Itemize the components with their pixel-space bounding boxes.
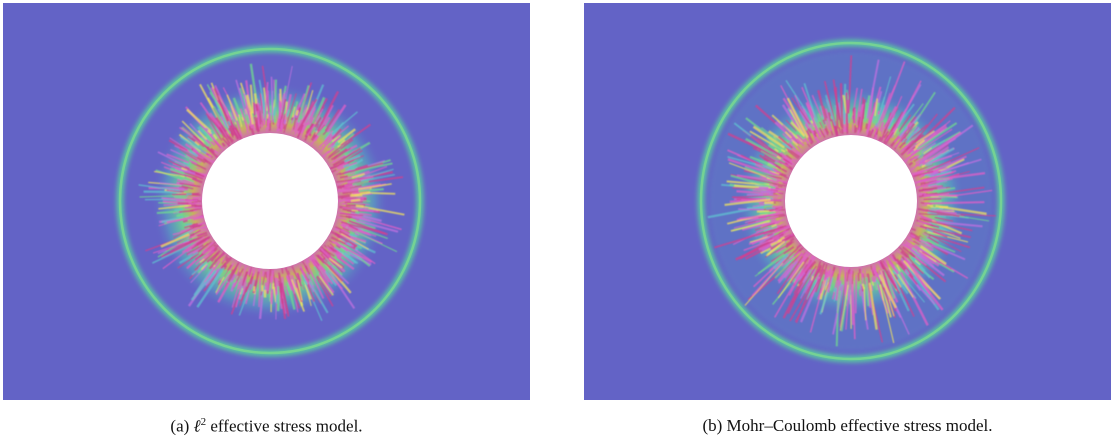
crack [266, 128, 267, 132]
crack [183, 220, 188, 221]
crack [847, 93, 848, 134]
superscript: 2 [201, 416, 207, 428]
crack [276, 277, 277, 294]
crack [872, 277, 873, 282]
caption-label: (a) [170, 417, 189, 436]
crack [351, 200, 360, 201]
crack [185, 200, 198, 201]
crack [272, 289, 273, 304]
crack [863, 284, 864, 289]
crack [177, 215, 182, 216]
symbol: ℓ [194, 417, 201, 436]
crack [282, 268, 283, 273]
crack [280, 284, 281, 293]
crack [866, 124, 867, 129]
crack [877, 114, 879, 123]
crack [174, 209, 182, 210]
crack [352, 193, 360, 194]
crack [834, 288, 835, 292]
crack [860, 289, 861, 296]
crack [254, 102, 255, 116]
crack [856, 275, 857, 314]
crack [771, 220, 776, 221]
crack [830, 287, 831, 291]
crack [262, 122, 263, 128]
crack [260, 106, 261, 111]
crack [350, 195, 362, 196]
crack [924, 202, 984, 203]
crack [738, 209, 764, 210]
crack [285, 120, 286, 124]
crack [250, 126, 251, 130]
crack [296, 110, 297, 115]
crack [274, 107, 276, 116]
cavity [785, 135, 917, 267]
crack [275, 80, 276, 123]
crack [922, 205, 927, 206]
crack [930, 201, 941, 202]
crack [345, 202, 364, 203]
caption-b: (b) Mohr–Coulomb effective stress model. [584, 416, 1111, 436]
caption-text: Mohr–Coulomb effective stress model. [727, 416, 993, 435]
crack [927, 205, 933, 206]
crack [879, 137, 880, 141]
crack [875, 135, 876, 139]
caption-text: effective stress model. [210, 417, 362, 436]
crack [185, 224, 192, 225]
simulation-image-b [584, 3, 1111, 400]
simulation-image-a [3, 3, 530, 400]
crack [254, 286, 255, 291]
crack [356, 206, 364, 207]
crack [856, 127, 857, 132]
crack [925, 175, 929, 176]
crack [854, 109, 855, 124]
caption-a: (a) ℓ2 effective stress model. [3, 416, 530, 437]
cavity [202, 133, 338, 269]
crack [871, 266, 872, 270]
crack [842, 129, 843, 134]
caption-label: (b) [702, 416, 722, 435]
crack [352, 210, 358, 211]
page: (a) ℓ2 effective stress model. (b) Mohr–… [0, 0, 1113, 446]
crack [269, 112, 270, 117]
crack [841, 287, 842, 291]
crack [841, 83, 842, 128]
crack [256, 103, 257, 111]
crack [262, 271, 263, 277]
crack [931, 186, 942, 187]
crack [264, 119, 265, 125]
